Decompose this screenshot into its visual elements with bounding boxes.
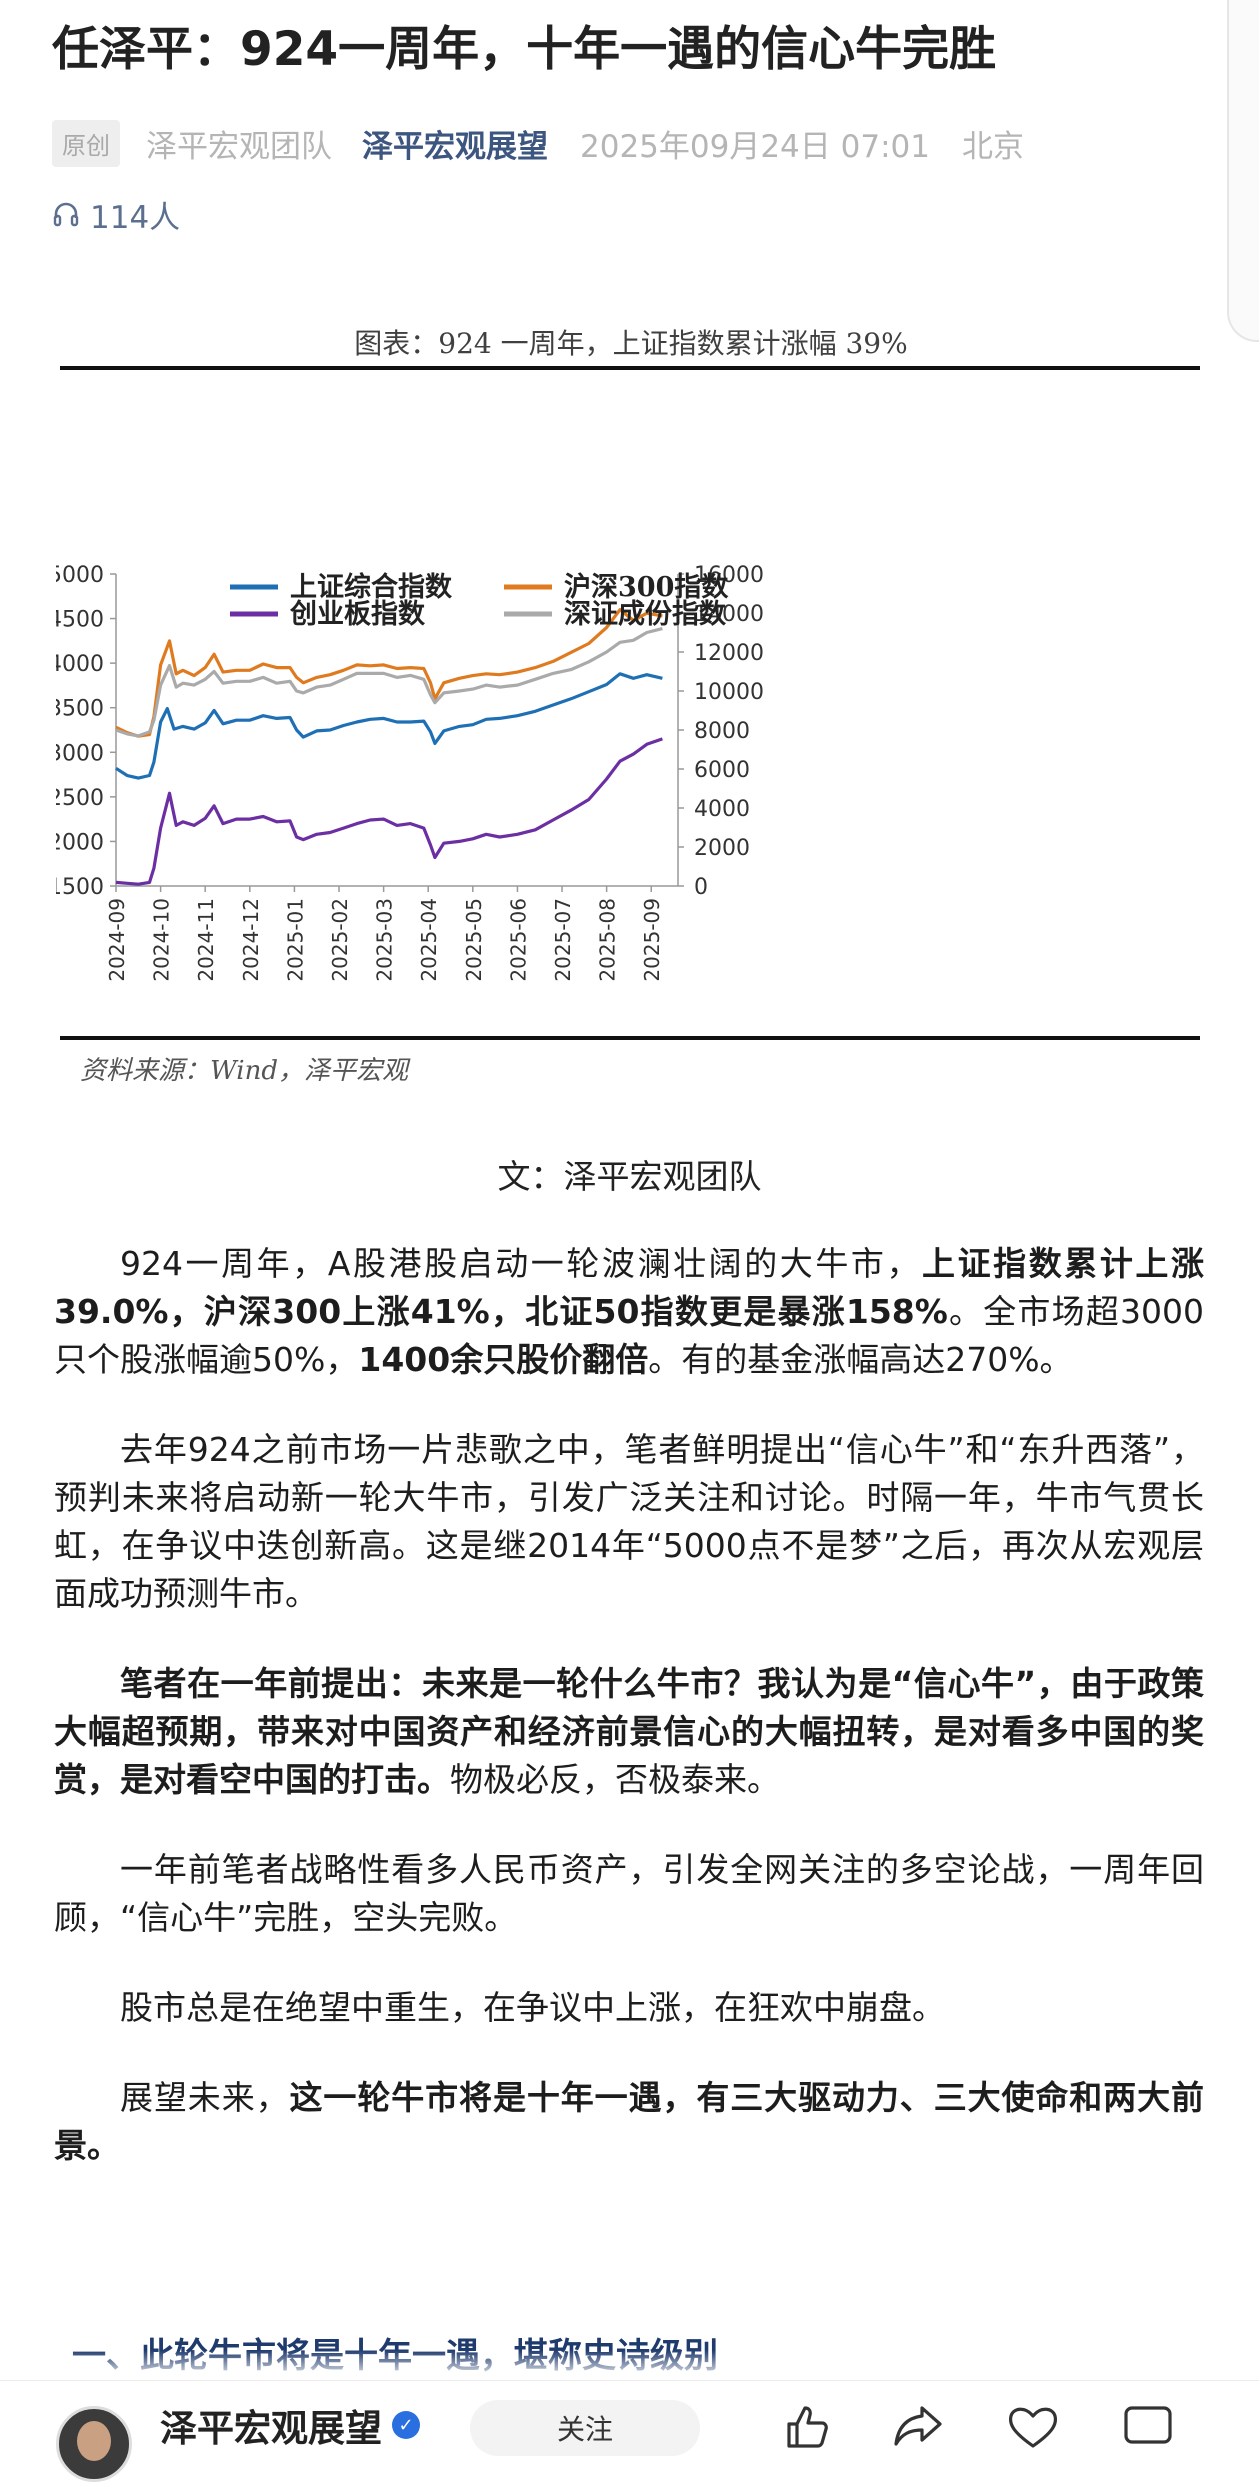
- chart-top-rule: [60, 366, 1200, 370]
- legend-label-0: 上证综合指数: [290, 571, 453, 603]
- bold-text: 上证指数累计上涨39.0%，沪深300上涨41%，北证50指数更是暴涨158%: [54, 1244, 1204, 1331]
- x-tick-label: 2024-11: [194, 898, 218, 982]
- text-run: 。全市场超3000只个股涨幅逾50%，: [54, 1292, 1205, 1379]
- bottom-account-name: 泽平宏观展望: [160, 2407, 382, 2450]
- chart-title: 图表：924 一周年，上证指数累计涨幅 39%: [354, 327, 908, 360]
- article-title: 任泽平：924一周年，十年一遇的信心牛完胜: [52, 22, 997, 77]
- x-tick-label: 2024-09: [105, 898, 129, 982]
- page-edge-scrollbar: [1227, 0, 1259, 342]
- series-line-0: [115, 672, 663, 780]
- y-right-tick-label: 10000: [694, 680, 764, 705]
- chart-plot: 1500 2000 2500 3000 3500 4000 4500 5000 0 2000 400…: [56, 563, 764, 982]
- y-left-tick-label: 3000: [56, 741, 104, 766]
- legend-label-3: 深证成份指数: [564, 599, 727, 630]
- like-icon[interactable]: [775, 2396, 835, 2456]
- y-left-tick-label: 5000: [56, 563, 104, 588]
- original-tag: 原创: [52, 119, 120, 167]
- x-tick-label: 2025-05: [462, 898, 486, 982]
- article-paragraph: 股市总是在绝望中重生，在争议中上涨，在狂欢中崩盘。: [54, 1984, 1204, 2032]
- article-meta: 原创 泽平宏观团队 泽平宏观展望 2025年09月24日 07:01 北京: [52, 118, 1024, 168]
- chart-bottom-rule: [60, 1036, 1200, 1040]
- bottom-fade: [0, 2350, 1259, 2380]
- x-tick-label: 2025-04: [417, 898, 441, 982]
- series-line-3: [115, 627, 663, 738]
- x-tick-label: 2025-02: [328, 898, 352, 982]
- article-paragraph: 一年前笔者战略性看多人民币资产，引发全网关注的多空论战，一周年回顾，“信心牛”完…: [54, 1846, 1204, 1942]
- comment-icon[interactable]: [1118, 2396, 1178, 2456]
- article-body: 924一周年，A股港股启动一轮波澜壮阔的大牛市，上证指数累计上涨39.0%，沪深…: [54, 1240, 1204, 2212]
- y-right-tick-label: 4000: [694, 797, 750, 822]
- series-line-2: [115, 737, 663, 886]
- x-tick-label: 2025-03: [373, 898, 397, 982]
- y-right-tick-label: 6000: [694, 758, 750, 783]
- x-tick-label: 2024-10: [150, 898, 174, 982]
- article-paragraph: 笔者在一年前提出：未来是一轮什么牛市？我认为是“信心牛”，由于政策大幅超预期，带…: [54, 1660, 1204, 1804]
- x-tick-label: 2025-01: [283, 898, 307, 982]
- index-chart: 图表：924 一周年，上证指数累计涨幅 39% 1500 2000 2500 3000…: [56, 318, 1206, 1098]
- y-right-tick-label: 0: [694, 875, 708, 900]
- listener-count: 114人: [90, 199, 181, 236]
- y-left-tick-label: 2500: [56, 786, 104, 811]
- legend-label-2: 创业板指数: [289, 599, 426, 630]
- bottom-account[interactable]: 泽平宏观展望 ✓: [160, 2398, 420, 2452]
- bold-text: 这一轮牛市将是十年一遇，有三大驱动力、三大使命和两大前景。: [54, 2078, 1205, 2165]
- legend-label-1: 沪深300指数: [564, 572, 729, 603]
- follow-button[interactable]: 关注: [470, 2400, 700, 2456]
- x-tick-label: 2025-09: [640, 898, 664, 982]
- favorite-heart-icon[interactable]: [1003, 2396, 1063, 2456]
- text-run: 物极必反，否极泰来。: [450, 1760, 780, 1799]
- author-avatar[interactable]: [56, 2406, 132, 2482]
- listen-button[interactable]: 114人: [52, 192, 180, 236]
- bold-text: 1400余只股价翻倍: [358, 1340, 649, 1379]
- y-left-tick-label: 2000: [56, 830, 104, 855]
- y-right-tick-label: 16000: [694, 563, 764, 588]
- article-paragraph: 924一周年，A股港股启动一轮波澜壮阔的大牛市，上证指数累计上涨39.0%，沪深…: [54, 1240, 1204, 1384]
- chart-source: 资料来源：Wind，泽平宏观: [80, 1056, 408, 1086]
- y-left-tick-label: 4500: [56, 608, 104, 633]
- series-line-1: [115, 608, 663, 738]
- account-link[interactable]: 泽平宏观展望: [362, 128, 548, 165]
- y-left-tick-label: 1500: [56, 875, 104, 900]
- x-tick-label: 2025-07: [551, 898, 575, 982]
- y-right-tick-label: 14000: [694, 602, 764, 627]
- text-run: 去年924之前市场一片悲歌之中，笔者鲜明提出“信心牛”和“东升西落”，预判未来将…: [54, 1430, 1204, 1613]
- y-right-tick-label: 2000: [694, 836, 750, 861]
- article-paragraph: 去年924之前市场一片悲歌之中，笔者鲜明提出“信心牛”和“东升西落”，预判未来将…: [54, 1426, 1204, 1618]
- bold-text: 笔者在一年前提出：未来是一轮什么牛市？我认为是“信心牛”，由于政策大幅超预期，带…: [54, 1664, 1204, 1799]
- y-right-tick-label: 8000: [694, 719, 750, 744]
- text-run: 展望未来，: [120, 2078, 290, 2117]
- y-left-tick-label: 4000: [56, 652, 104, 677]
- text-run: 股市总是在绝望中重生，在争议中上涨，在狂欢中崩盘。: [120, 1988, 945, 2027]
- y-left-tick-label: 3500: [56, 697, 104, 722]
- share-icon[interactable]: [888, 2396, 948, 2456]
- text-run: 。有的基金涨幅高达270%。: [648, 1340, 1073, 1379]
- x-tick-label: 2025-08: [596, 898, 620, 982]
- x-tick-label: 2024-12: [239, 898, 263, 982]
- x-tick-label: 2025-06: [506, 898, 530, 982]
- text-run: 924一周年，A股港股启动一轮波澜壮阔的大牛市，: [120, 1244, 923, 1283]
- publish-location: 北京: [961, 128, 1024, 165]
- headphones-icon: [53, 202, 79, 227]
- text-run: 一年前笔者战略性看多人民币资产，引发全网关注的多空论战，一周年回顾，“信心牛”完…: [54, 1850, 1204, 1937]
- verified-icon: ✓: [392, 2411, 420, 2439]
- article-byline: 文：泽平宏观团队: [497, 1157, 762, 1196]
- article-paragraph: 展望未来，这一轮牛市将是十年一遇，有三大驱动力、三大使命和两大前景。: [54, 2074, 1204, 2170]
- y-right-tick-label: 12000: [694, 641, 764, 666]
- author-team: 泽平宏观团队: [146, 128, 332, 165]
- publish-date: 2025年09月24日 07:01: [580, 128, 930, 165]
